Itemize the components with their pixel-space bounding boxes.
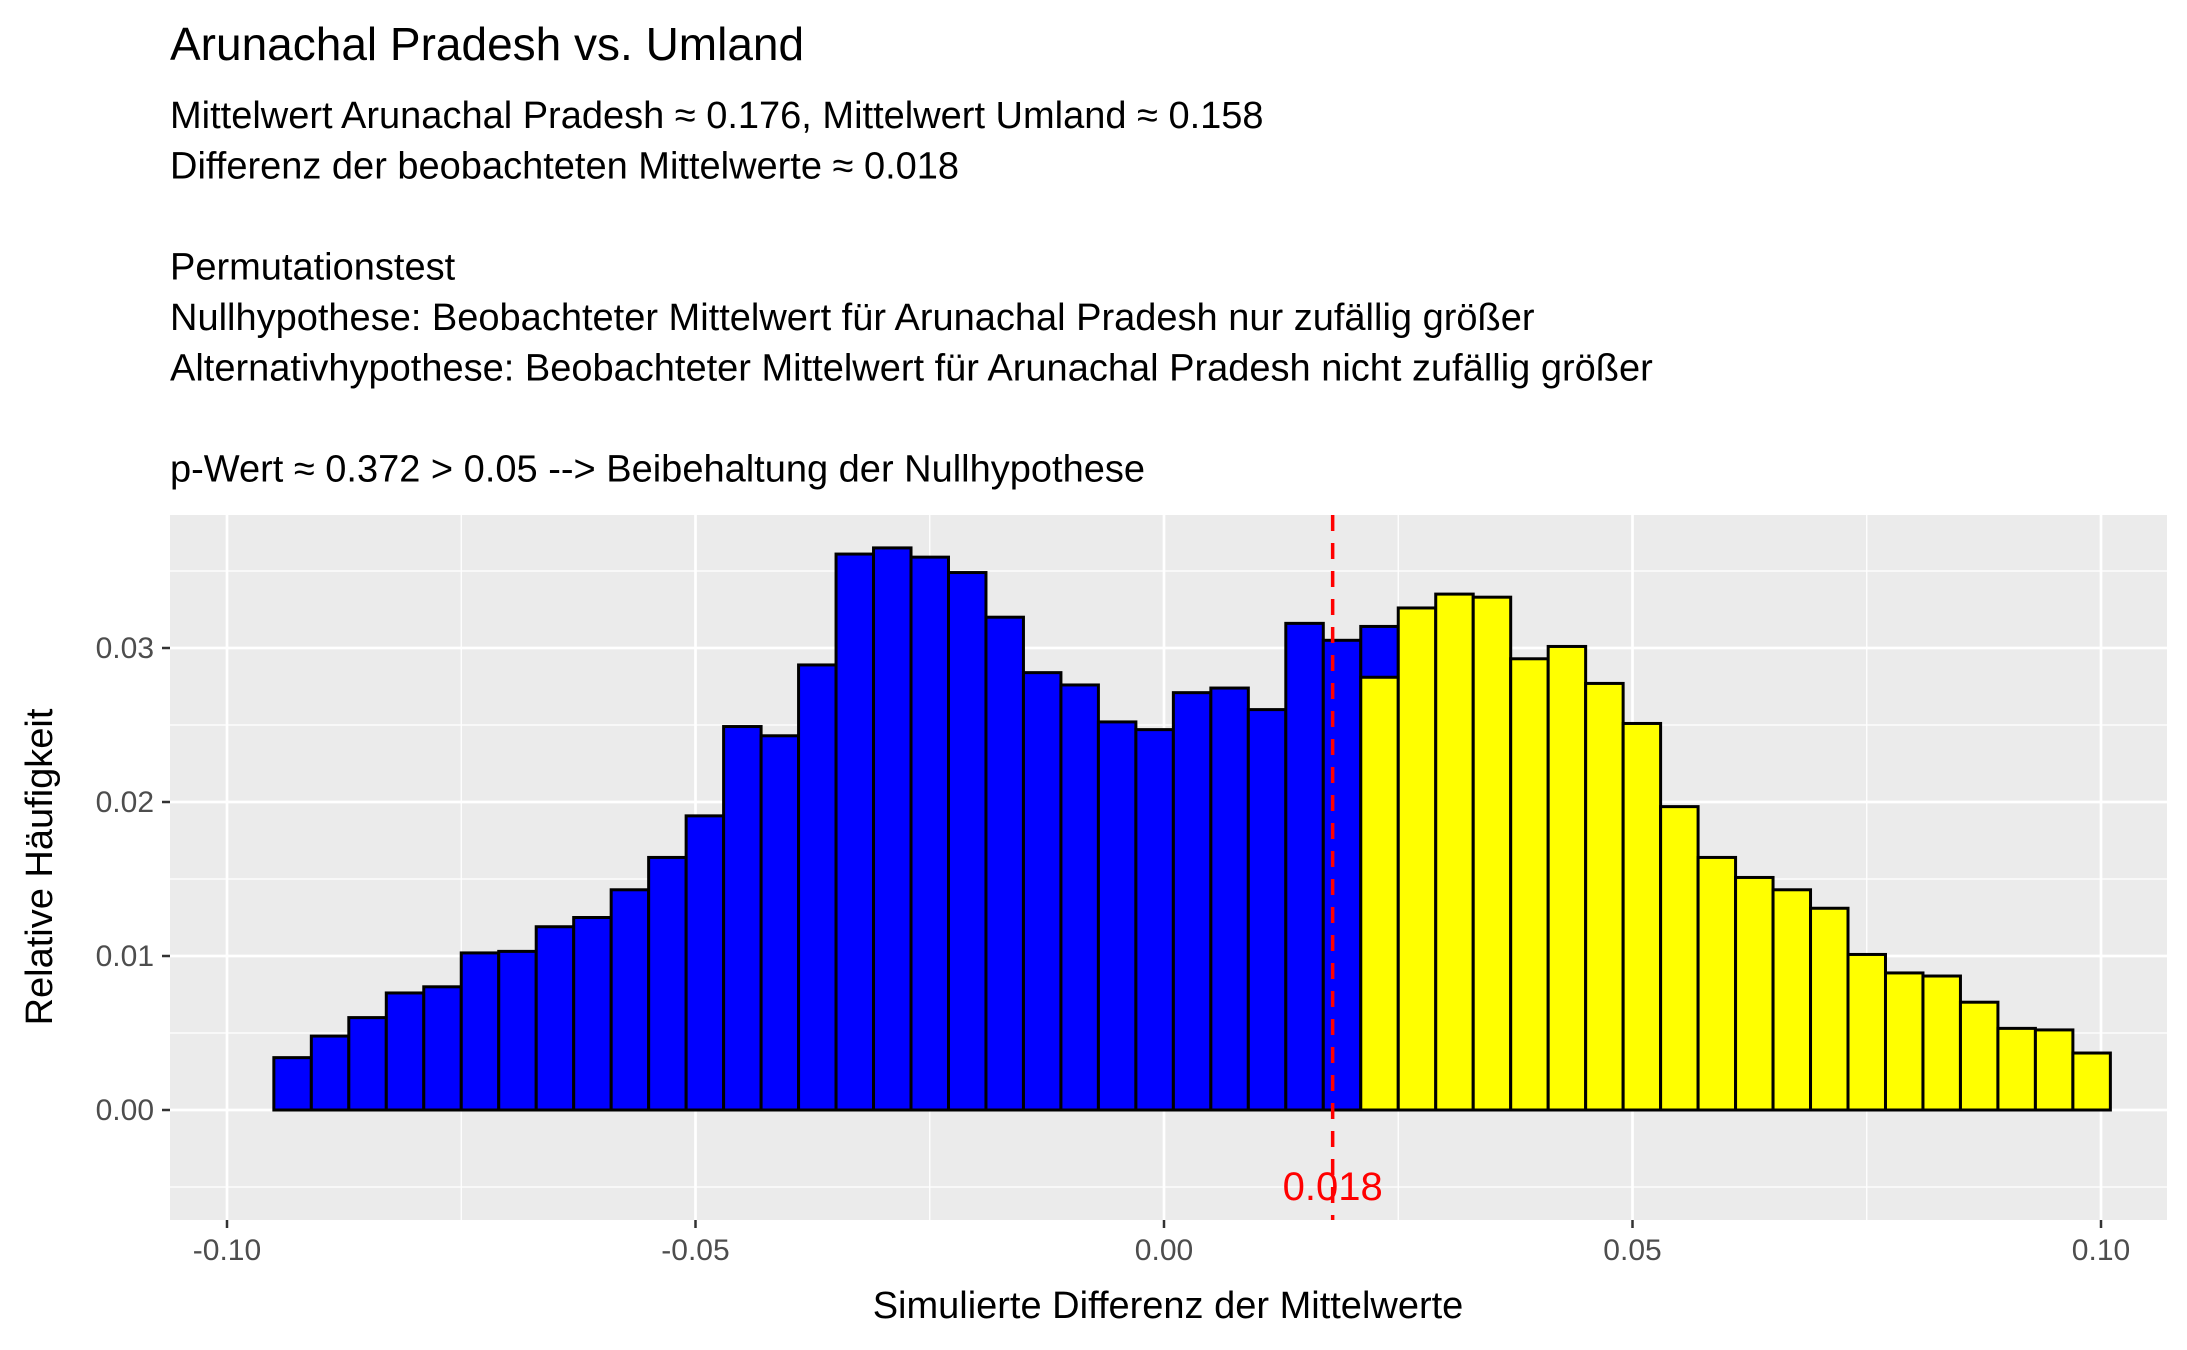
histogram-bar-below [347,1016,388,1112]
histogram-bar-below [984,615,1025,1112]
histogram-bar-above [1809,906,1850,1112]
y-axis-title: Relative Häufigkeit [19,708,61,1025]
histogram-bar-below [1059,683,1100,1112]
histogram-bar-above [1771,888,1813,1112]
histogram-bar-above [1396,606,1438,1112]
histogram-bar-below [684,814,726,1112]
histogram-bar-above [1546,644,1588,1112]
histogram-bar-below [272,1056,313,1112]
y-tick-label: 0.01 [96,940,154,973]
histogram-bar-above [1509,657,1550,1112]
histogram-bar-below [459,951,501,1112]
histogram-bar-below [1171,691,1213,1112]
observed-difference-label: 0.018 [1283,1165,1383,1209]
histogram-bar-below [1321,638,1363,1112]
histogram-bar-below [1209,686,1250,1112]
histogram-bar-below [1021,671,1063,1112]
histogram-bar-below [909,555,950,1112]
subtitle-line: Permutationstest [170,247,456,289]
histogram-bars [272,546,2112,1112]
histogram-bar-below [1134,728,1175,1112]
histogram-bar-above [1996,1026,2037,1112]
histogram-bar-below [497,949,538,1112]
histogram-bar-above [1958,1000,2000,1112]
histogram-bar-above [1734,875,1775,1112]
y-tick-label: 0.03 [96,632,154,665]
y-tick-label: 0.02 [96,786,154,819]
subtitle-line: Nullhypothese: Beobachteter Mittelwert f… [170,297,1535,339]
histogram-bar-below [872,546,913,1112]
histogram-bar-above [1659,805,1700,1112]
histogram-bar-above [1883,971,1925,1112]
x-tick-label: 0.10 [2072,1234,2130,1267]
x-axis-title: Simulierte Differenz der Mittelwerte [873,1285,1464,1327]
subtitle-line: Alternativhypothese: Beobachteter Mittel… [170,348,1653,390]
histogram-bar-below [722,725,763,1112]
observed-difference-marker: 0.018 [1283,515,1383,1220]
x-axis: -0.10 -0.05 0.00 0.05 0.10 [193,1220,2130,1267]
histogram-bar-above [1621,721,1663,1112]
histogram-bar-below [647,855,688,1112]
x-tick-label: -0.05 [661,1234,729,1267]
histogram-bar-below [422,985,463,1112]
histogram-bar-below [609,888,651,1112]
histogram-bar-above [2071,1051,2112,1112]
histogram-bar-below [834,552,876,1112]
histogram-bar-above [1359,675,1400,1112]
chart-title: Arunachal Pradesh vs. Umland [170,18,804,70]
chart-subtitle: Mittelwert Arunachal Pradesh ≈ 0.176, Mi… [170,95,1653,491]
subtitle-line: Differenz der beobachteten Mittelwerte ≈… [170,146,959,188]
subtitle-line: Mittelwert Arunachal Pradesh ≈ 0.176, Mi… [170,95,1264,137]
histogram-bar-below [1096,720,1138,1112]
histogram-bar-above [2033,1028,2075,1112]
subtitle-line: p-Wert ≈ 0.372 > 0.05 --> Beibehaltung d… [170,449,1145,491]
histogram-bar-below [1284,621,1325,1112]
histogram-bar-above [1471,595,1513,1112]
histogram-bar-below [572,916,613,1112]
histogram-bar-below [797,663,838,1112]
histogram-bar-below [759,734,801,1112]
histogram-bar-below [534,925,576,1112]
histogram-bar-below [946,571,988,1112]
histogram-bar-above [1696,855,1738,1112]
x-tick-label: -0.10 [193,1234,261,1267]
histogram-bar-above [1921,974,1962,1112]
x-tick-label: 0.05 [1603,1234,1661,1267]
x-tick-label: 0.00 [1135,1234,1193,1267]
y-tick-label: 0.00 [96,1094,154,1127]
y-axis: 0.00 0.01 0.02 0.03 [96,632,170,1127]
histogram-bar-below [1246,708,1288,1112]
histogram-bar-above [1434,592,1475,1112]
histogram-bar-below [384,991,426,1112]
histogram-bar-above [1846,952,1887,1112]
histogram-bar-above [1584,681,1625,1112]
histogram-bar-below [309,1034,351,1112]
